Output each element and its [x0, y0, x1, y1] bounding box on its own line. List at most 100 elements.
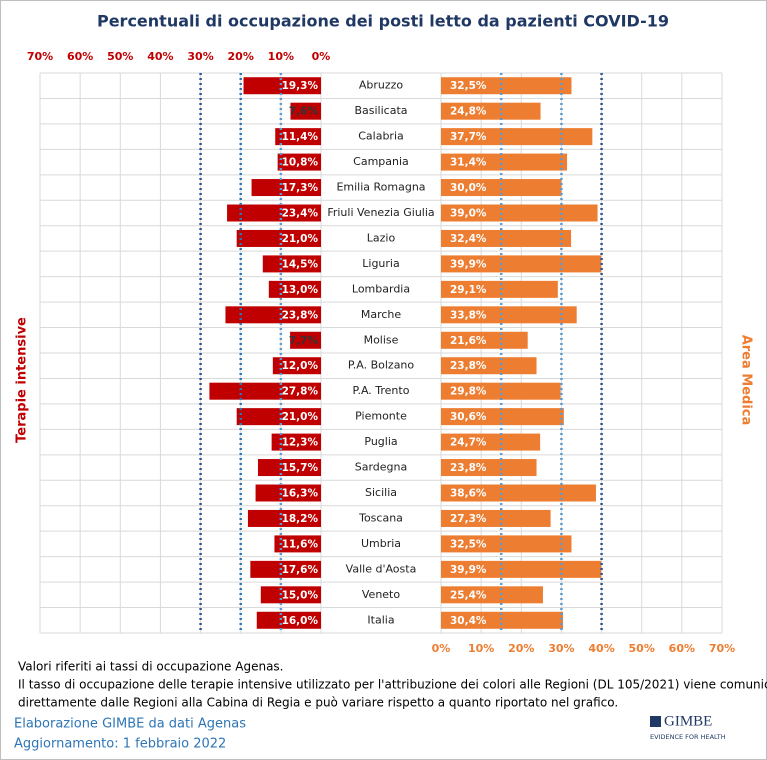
- bar: [275, 128, 321, 146]
- value-label: 25,4%: [450, 589, 487, 601]
- value-label: 23,8%: [450, 360, 487, 372]
- category-label: Puglia: [364, 435, 397, 448]
- value-label: 15,7%: [282, 462, 319, 474]
- bar: [272, 357, 321, 375]
- value-label: 27,3%: [450, 513, 487, 525]
- bar: [441, 306, 577, 324]
- bar: [260, 586, 321, 604]
- logo-mark: [650, 716, 661, 727]
- value-label: 31,4%: [450, 157, 487, 169]
- bar: [441, 509, 551, 527]
- note: direttamente dalle Regioni alla Cabina d…: [18, 696, 618, 710]
- category-label: Veneto: [362, 588, 400, 601]
- bar: [236, 408, 321, 426]
- value-label: 39,9%: [450, 258, 487, 270]
- value-label: 15,0%: [282, 589, 319, 601]
- bar: [271, 433, 321, 451]
- bar: [441, 229, 572, 247]
- bar: [441, 433, 541, 451]
- x-tick-label: 0%: [432, 642, 451, 655]
- category-label: Lombardia: [352, 282, 410, 295]
- value-label: 16,0%: [282, 615, 319, 627]
- bar: [277, 153, 321, 171]
- bar: [441, 611, 564, 629]
- category-label: Sicilia: [365, 486, 397, 499]
- bar: [257, 459, 321, 477]
- bar: [250, 560, 321, 578]
- x-tick-label: 60%: [669, 642, 695, 655]
- value-label: 37,7%: [450, 131, 487, 143]
- value-label: 33,8%: [450, 309, 487, 321]
- bar: [441, 102, 541, 120]
- value-label: 23,8%: [450, 462, 487, 474]
- category-label: Friuli Venezia Giulia: [327, 206, 434, 219]
- value-label: 24,8%: [450, 106, 487, 118]
- value-label: 32,5%: [450, 80, 487, 92]
- x-tick-label: 20%: [508, 642, 534, 655]
- bar: [290, 102, 321, 120]
- category-label: Campania: [353, 155, 409, 168]
- value-label: 21,0%: [282, 411, 319, 423]
- value-label: 38,6%: [450, 488, 487, 500]
- source: Elaborazione GIMBE da dati Agenas: [14, 717, 246, 732]
- bar: [441, 204, 598, 222]
- x-tick-label: 60%: [67, 50, 93, 63]
- bar: [441, 77, 572, 95]
- left-axis-title: Terapie intensive: [15, 317, 30, 443]
- value-label: 27,8%: [282, 386, 319, 398]
- x-tick-label: 0%: [312, 50, 331, 63]
- logo-name: GIMBE: [664, 713, 712, 729]
- value-label: 10,8%: [282, 157, 319, 169]
- value-label: 21,0%: [282, 233, 319, 245]
- bar: [441, 484, 596, 502]
- x-tick-label: 10%: [468, 642, 494, 655]
- x-tick-label: 50%: [107, 50, 133, 63]
- value-label: 17,3%: [282, 182, 319, 194]
- x-tick-label: 30%: [187, 50, 213, 63]
- value-label: 13,0%: [282, 284, 319, 296]
- bar: [255, 484, 321, 502]
- bar: [256, 611, 321, 629]
- value-label: 23,4%: [282, 208, 319, 220]
- x-tick-label: 30%: [548, 642, 574, 655]
- x-tick-label: 40%: [147, 50, 173, 63]
- x-tick-label: 50%: [629, 642, 655, 655]
- bar: [274, 535, 321, 553]
- bar: [441, 382, 561, 400]
- value-label: 7,7%: [289, 335, 319, 347]
- category-label: P.A. Trento: [353, 384, 410, 397]
- bar: [441, 357, 537, 375]
- value-label: 29,8%: [450, 386, 487, 398]
- bar: [441, 408, 564, 426]
- value-label: 21,6%: [450, 335, 487, 347]
- bar: [441, 586, 543, 604]
- bar: [209, 382, 321, 400]
- value-label: 11,4%: [282, 131, 319, 143]
- value-label: 12,3%: [282, 437, 319, 449]
- bar: [251, 179, 321, 197]
- note: Valori riferiti ai tassi di occupazione …: [18, 660, 284, 674]
- bar: [441, 331, 528, 349]
- chart-title: Percentuali di occupazione dei posti let…: [97, 12, 669, 31]
- value-label: 30,4%: [450, 615, 487, 627]
- category-label: P.A. Bolzano: [348, 359, 415, 372]
- value-label: 19,3%: [282, 80, 319, 92]
- bar: [441, 459, 537, 477]
- value-label: 30,6%: [450, 411, 487, 423]
- x-tick-label: 70%: [27, 50, 53, 63]
- category-label: Calabria: [358, 130, 404, 143]
- x-tick-label: 40%: [588, 642, 614, 655]
- value-label: 32,5%: [450, 538, 487, 550]
- logo: GIMBE EVIDENCE FOR HEALTH: [650, 713, 726, 741]
- category-label: Umbria: [361, 537, 401, 550]
- value-label: 14,5%: [282, 258, 319, 270]
- bar: [225, 306, 321, 324]
- value-label: 17,6%: [282, 564, 319, 576]
- category-label: Lazio: [367, 231, 396, 244]
- category-label: Abruzzo: [359, 79, 404, 92]
- value-label: 16,3%: [282, 488, 319, 500]
- bar: [441, 280, 558, 298]
- updated: Aggiornamento: 1 febbraio 2022: [14, 737, 226, 752]
- x-tick-label: 70%: [709, 642, 735, 655]
